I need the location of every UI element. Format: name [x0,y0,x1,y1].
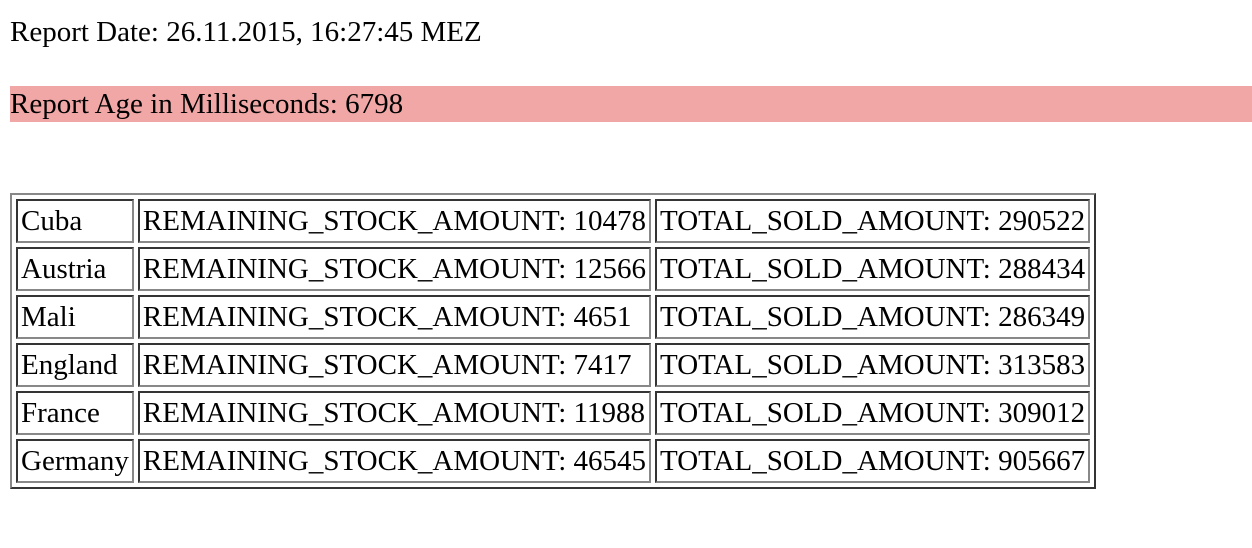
remaining-stock-cell: REMAINING_STOCK_AMOUNT: 10478 [137,199,652,243]
table-row: England REMAINING_STOCK_AMOUNT: 7417 TOT… [16,343,1091,387]
country-cell: Austria [16,247,134,291]
remaining-stock-cell: REMAINING_STOCK_AMOUNT: 12566 [137,247,652,291]
table-row: Germany REMAINING_STOCK_AMOUNT: 46545 TO… [16,439,1091,483]
country-cell: Mali [16,295,134,339]
total-sold-cell: TOTAL_SOLD_AMOUNT: 905667 [655,439,1091,483]
total-sold-cell: TOTAL_SOLD_AMOUNT: 286349 [655,295,1091,339]
total-sold-cell: TOTAL_SOLD_AMOUNT: 290522 [655,199,1091,243]
table-row: Cuba REMAINING_STOCK_AMOUNT: 10478 TOTAL… [16,199,1091,243]
country-cell: Cuba [16,199,134,243]
report-date: Report Date: 26.11.2015, 16:27:45 MEZ [10,16,482,48]
country-cell: Germany [16,439,134,483]
country-cell: England [16,343,134,387]
table-row: France REMAINING_STOCK_AMOUNT: 11988 TOT… [16,391,1091,435]
table-row: Mali REMAINING_STOCK_AMOUNT: 4651 TOTAL_… [16,295,1091,339]
total-sold-cell: TOTAL_SOLD_AMOUNT: 313583 [655,343,1091,387]
country-cell: France [16,391,134,435]
total-sold-cell: TOTAL_SOLD_AMOUNT: 288434 [655,247,1091,291]
remaining-stock-cell: REMAINING_STOCK_AMOUNT: 46545 [137,439,652,483]
remaining-stock-cell: REMAINING_STOCK_AMOUNT: 4651 [137,295,652,339]
remaining-stock-cell: REMAINING_STOCK_AMOUNT: 7417 [137,343,652,387]
remaining-stock-cell: REMAINING_STOCK_AMOUNT: 11988 [137,391,652,435]
table-row: Austria REMAINING_STOCK_AMOUNT: 12566 TO… [16,247,1091,291]
report-age-banner: Report Age in Milliseconds: 6798 [10,86,1252,122]
stock-table: Cuba REMAINING_STOCK_AMOUNT: 10478 TOTAL… [10,193,1097,489]
total-sold-cell: TOTAL_SOLD_AMOUNT: 309012 [655,391,1091,435]
